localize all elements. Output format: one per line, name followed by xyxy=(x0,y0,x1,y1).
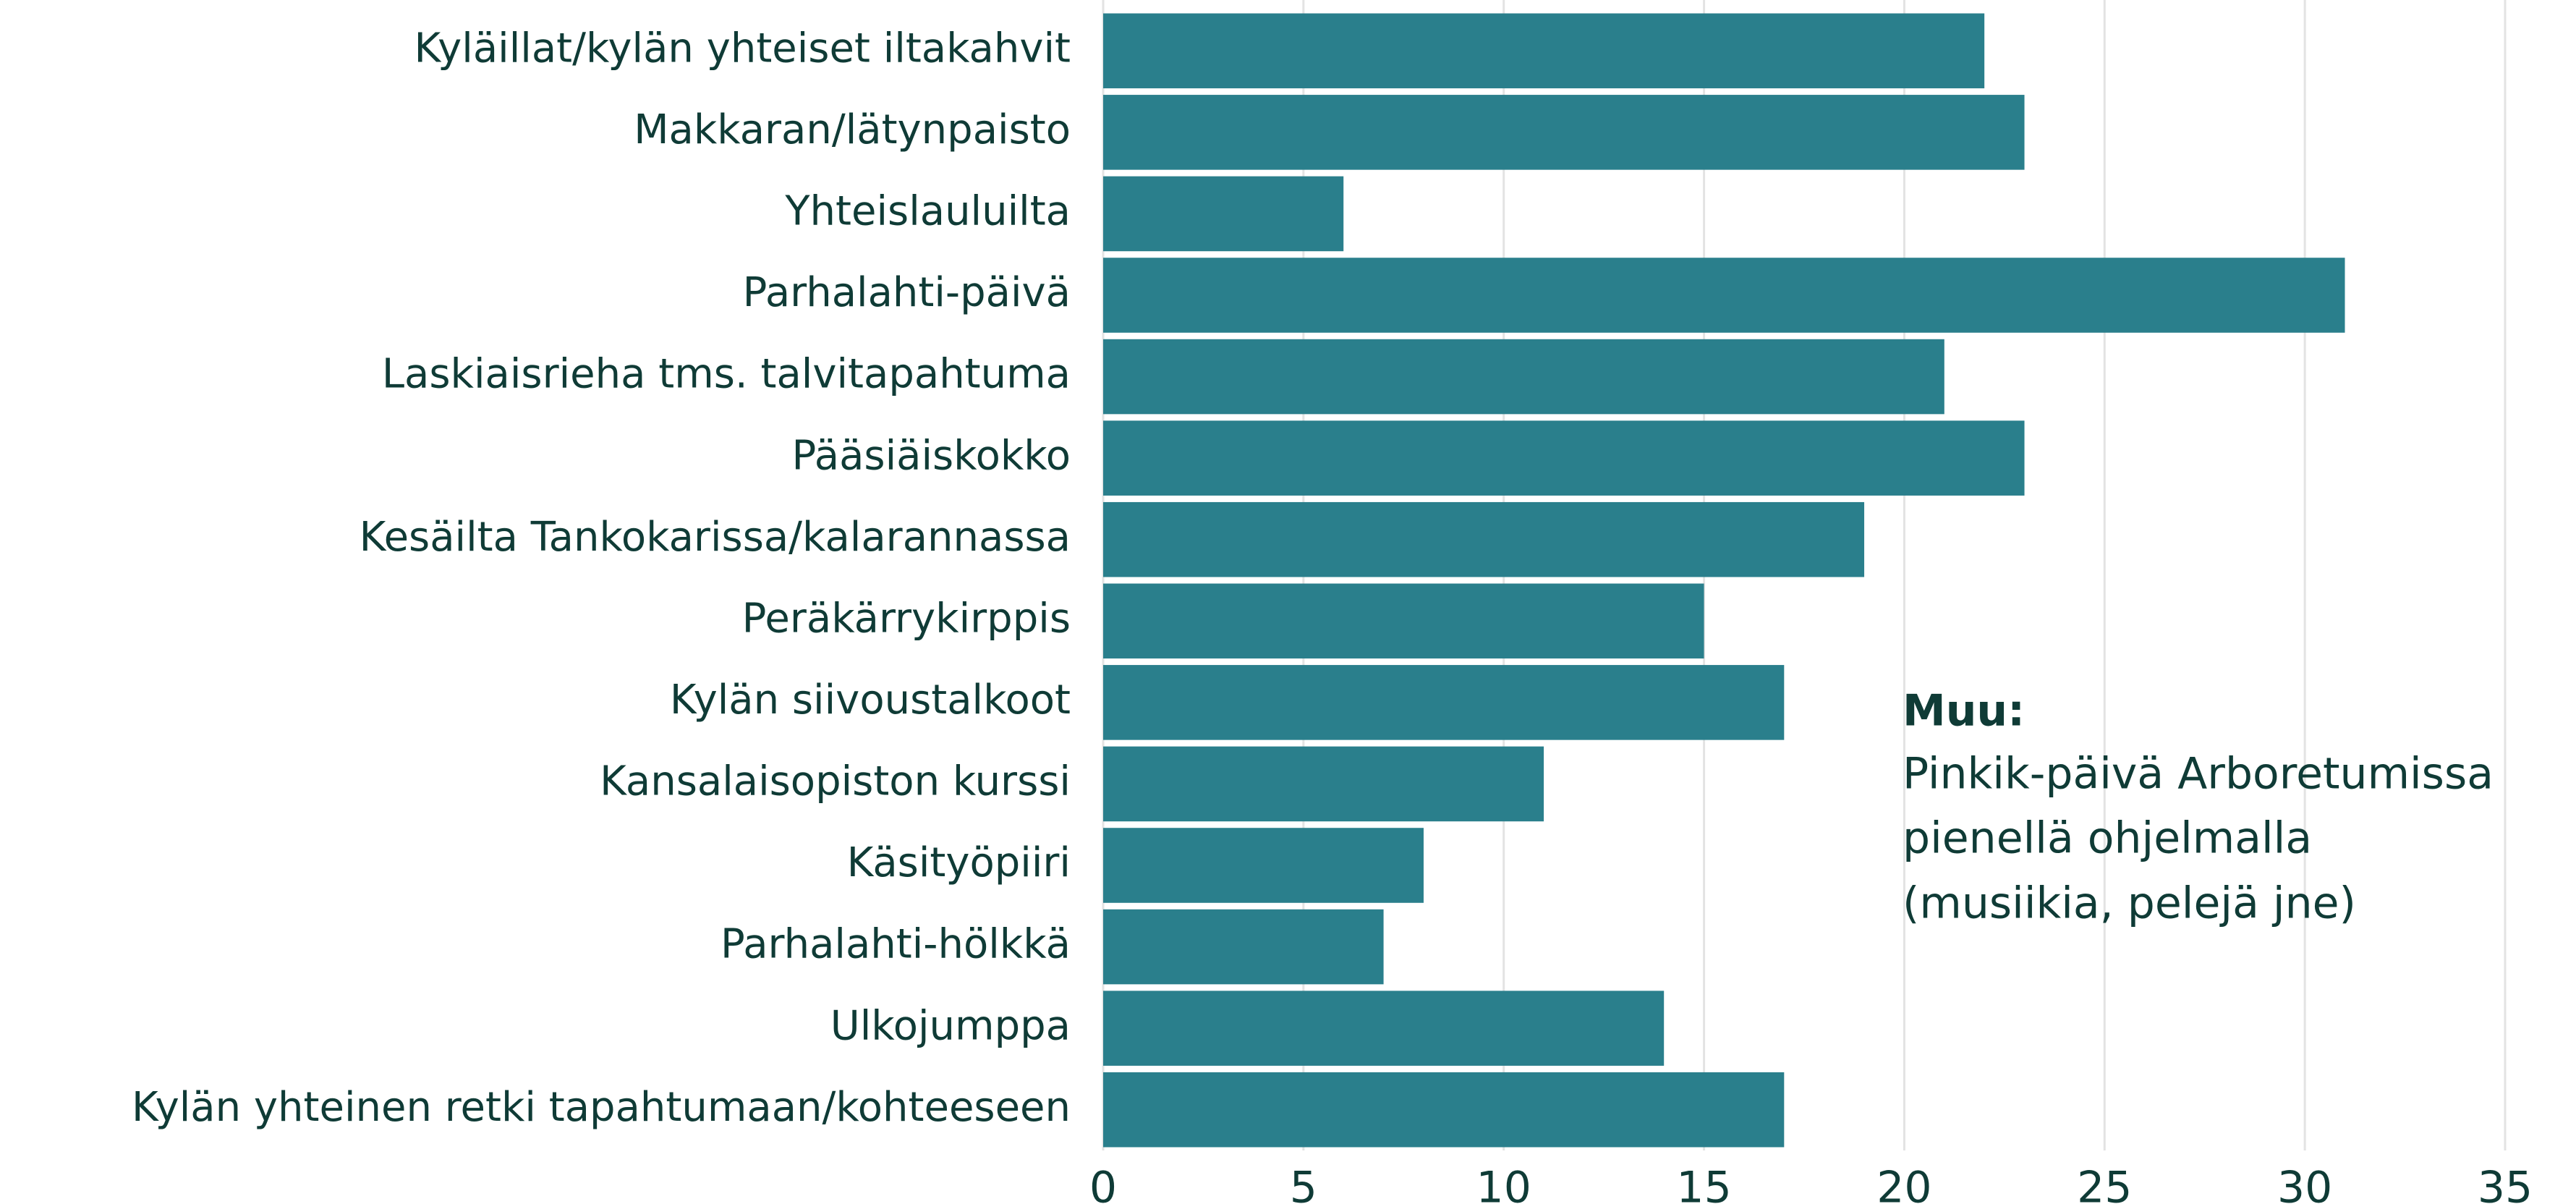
y-tick-label: Kyläillat/kylän yhteiset iltakahvit xyxy=(414,25,1071,72)
y-tick-label: Makkaran/lätynpaisto xyxy=(634,106,1071,153)
annotation: Muu: xyxy=(1903,686,2025,737)
bar xyxy=(1103,176,1344,252)
bar xyxy=(1103,258,2345,333)
bar xyxy=(1103,13,1985,89)
annotation: Pinkik-päivä Arboretumissa xyxy=(1903,749,2494,800)
x-tick-label: 10 xyxy=(1476,1163,1531,1204)
annotation: pienellä ohjelmalla xyxy=(1903,813,2312,864)
bar xyxy=(1103,828,1424,903)
x-tick-label: 5 xyxy=(1290,1163,1317,1204)
y-tick-label: Kesäilta Tankokarissa/kalarannassa xyxy=(360,514,1071,561)
annotation: (musiikia, pelejä jne) xyxy=(1903,878,2356,929)
y-tick-label: Kansalaisopiston kurssi xyxy=(600,758,1071,805)
bar xyxy=(1103,95,2025,170)
y-tick-label: Kylän yhteinen retki tapahtumaan/kohtees… xyxy=(132,1084,1071,1131)
y-tick-label: Laskiaisrieha tms. talvitapahtuma xyxy=(382,351,1071,398)
y-tick-label: Pääsiäiskokko xyxy=(792,432,1071,479)
x-tick-label: 15 xyxy=(1676,1163,1731,1204)
bar xyxy=(1103,909,1384,985)
bar xyxy=(1103,339,1944,415)
x-tick-label: 30 xyxy=(2277,1163,2332,1204)
x-tick-label: 0 xyxy=(1089,1163,1117,1204)
x-tick-label: 20 xyxy=(1876,1163,1931,1204)
bar xyxy=(1103,1072,1785,1148)
x-tick-label: 35 xyxy=(2478,1163,2533,1204)
y-tick-label: Kylän siivoustalkoot xyxy=(670,677,1071,724)
y-tick-label: Yhteislauluilta xyxy=(784,188,1071,235)
y-tick-label: Ulkojumppa xyxy=(830,1002,1071,1049)
bar xyxy=(1103,583,1704,659)
y-tick-label: Peräkärrykirppis xyxy=(742,595,1071,642)
bar xyxy=(1103,991,1665,1066)
bar xyxy=(1103,420,2025,496)
y-tick-label: Käsityöpiiri xyxy=(847,839,1071,886)
y-tick-label: Parhalahti-päivä xyxy=(743,269,1071,316)
bar xyxy=(1103,746,1544,822)
bar xyxy=(1103,665,1785,740)
bar xyxy=(1103,501,1865,577)
y-tick-label: Parhalahti-hölkkä xyxy=(720,921,1071,968)
x-tick-label: 25 xyxy=(2077,1163,2132,1204)
